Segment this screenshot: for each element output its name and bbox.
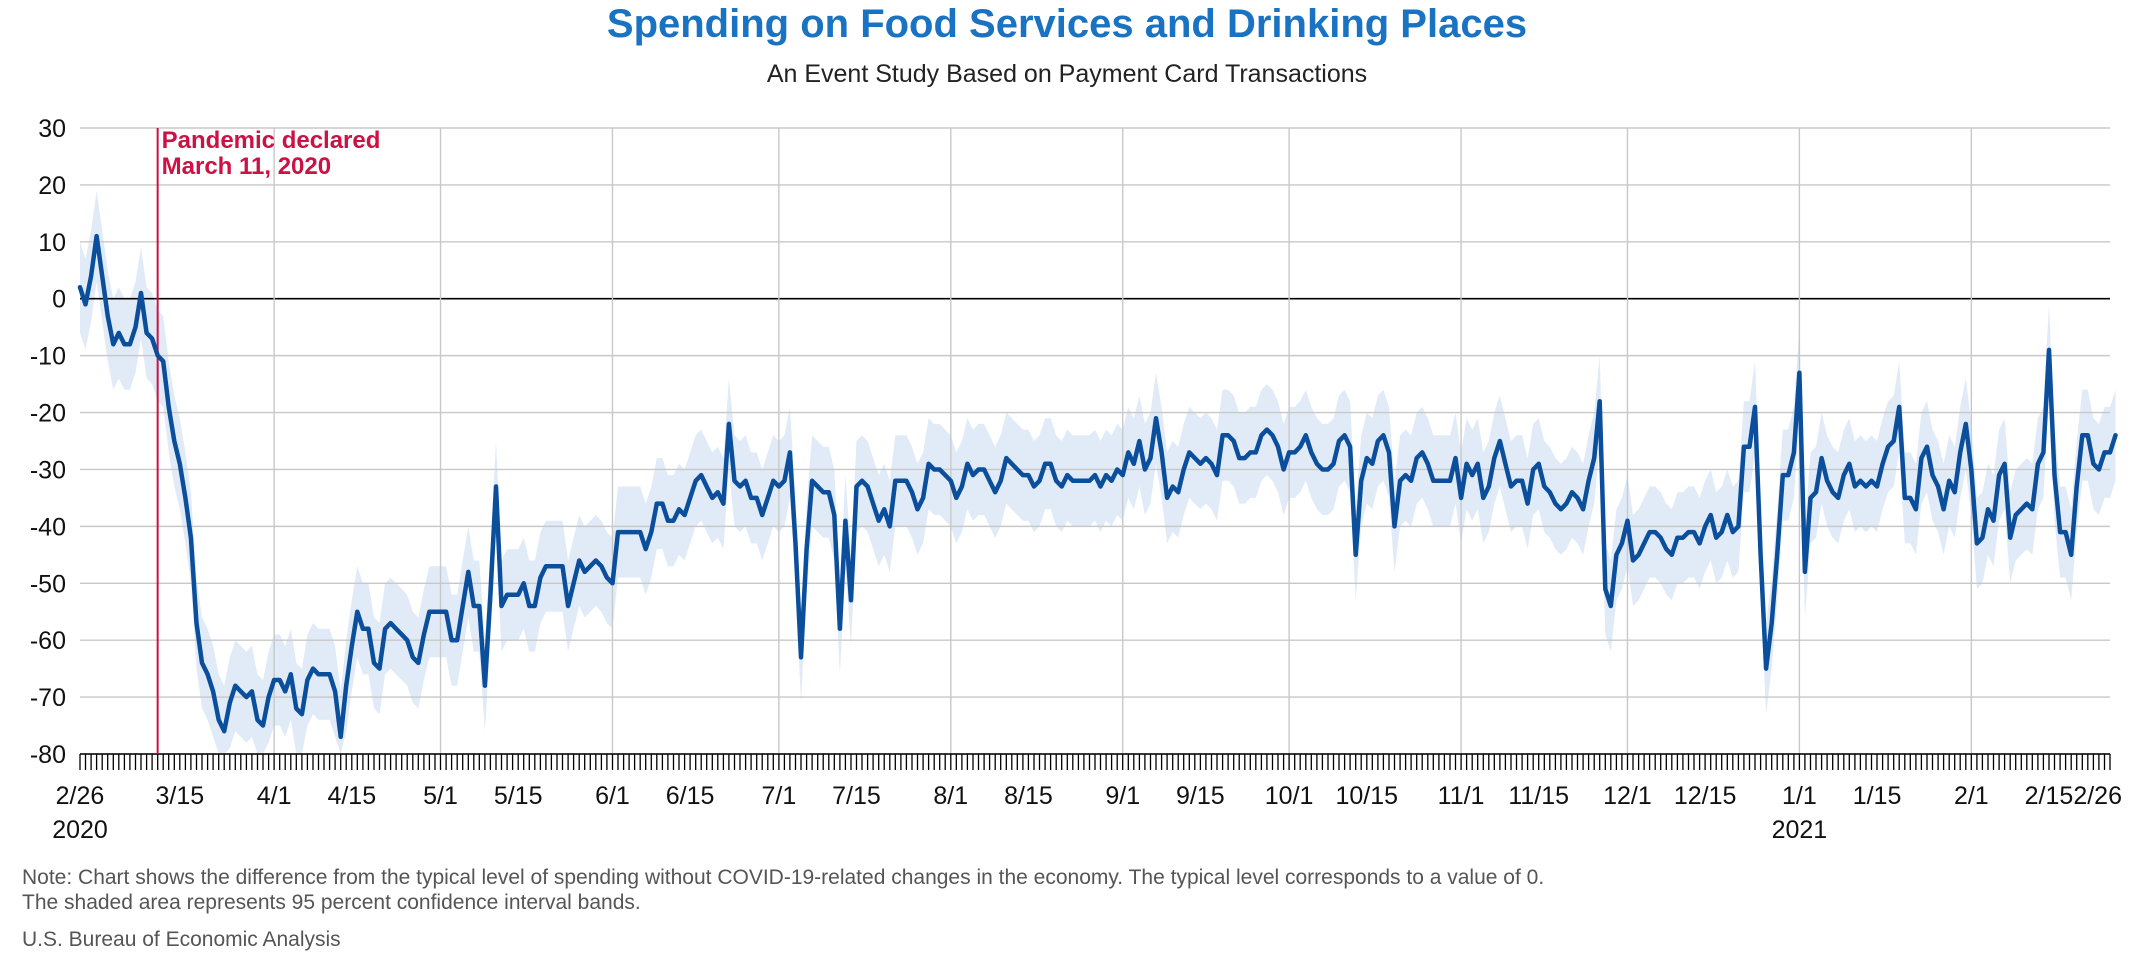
y-tick-label: 30 xyxy=(38,115,66,143)
y-tick-label: -10 xyxy=(30,343,66,371)
chart-title: Spending on Food Services and Drinking P… xyxy=(606,2,1528,46)
y-tick-label: -20 xyxy=(30,400,66,428)
x-year-label: 2020 xyxy=(52,816,108,844)
x-tick-label: 6/1 xyxy=(595,782,630,810)
x-tick-label: 5/15 xyxy=(494,782,543,810)
x-tick-label: 6/15 xyxy=(666,782,715,810)
x-tick-label: 7/15 xyxy=(832,782,881,810)
chart-subtitle: An Event Study Based on Payment Card Tra… xyxy=(766,60,1368,88)
x-tick-label: 2/26 xyxy=(2073,782,2122,810)
x-tick-label: 11/1 xyxy=(1438,782,1485,810)
y-tick-label: -40 xyxy=(30,513,66,541)
confidence-band-layer xyxy=(80,190,2116,755)
y-tick-label: 0 xyxy=(52,286,66,314)
y-tick-label: -70 xyxy=(30,684,66,712)
x-tick-label: 2/15 xyxy=(2025,782,2074,810)
x-tick-label: 4/15 xyxy=(327,782,376,810)
series-layer xyxy=(77,233,2118,740)
x-tick-label: 12/15 xyxy=(1674,782,1737,810)
x-tick-label: 10/1 xyxy=(1265,782,1314,810)
x-minor-ticks xyxy=(79,754,2111,770)
annotation-label: March 11, 2020 xyxy=(162,153,331,180)
x-tick-label: 2/1 xyxy=(1954,782,1989,810)
x-tick-label: 9/1 xyxy=(1105,782,1140,810)
x-tick-label: 5/1 xyxy=(423,782,458,810)
chart-note: Note: Chart shows the difference from th… xyxy=(22,866,1545,889)
confidence-interval-band xyxy=(80,190,2116,755)
x-tick-label: 2/26 xyxy=(56,782,105,810)
y-tick-label: -50 xyxy=(30,570,66,598)
x-tick-label: 12/1 xyxy=(1603,782,1652,810)
x-tick-label: 1/1 xyxy=(1782,782,1817,810)
tick-labels: 30 20 10 0 -10 -20 -30 -40 -50 -60 -70 -80 2/26 2020 3… xyxy=(30,115,2122,844)
x-axis xyxy=(79,753,2111,770)
y-tick-label: -30 xyxy=(30,456,66,484)
spending-series-line xyxy=(77,233,2118,740)
x-tick-label: 9/15 xyxy=(1176,782,1225,810)
x-year-label: 2021 xyxy=(1772,816,1828,844)
y-tick-label: -80 xyxy=(30,741,66,769)
y-tick-label: 10 xyxy=(38,229,66,257)
x-tick-label: 10/15 xyxy=(1335,782,1398,810)
source-credit: U.S. Bureau of Economic Analysis xyxy=(22,928,341,951)
x-tick-label: 8/1 xyxy=(933,782,968,810)
x-tick-label: 4/1 xyxy=(257,782,292,810)
x-tick-label: 11/15 xyxy=(1508,782,1569,810)
y-tick-label: 20 xyxy=(38,172,66,200)
annotation-label: Pandemic declared xyxy=(162,127,381,154)
y-tick-label: -60 xyxy=(30,627,66,655)
x-tick-label: 8/15 xyxy=(1004,782,1053,810)
chart-note-2: The shaded area represents 95 percent co… xyxy=(22,891,641,914)
x-tick-label: 3/15 xyxy=(156,782,205,810)
x-tick-label: 7/1 xyxy=(761,782,796,810)
x-tick-label: 1/15 xyxy=(1853,782,1902,810)
